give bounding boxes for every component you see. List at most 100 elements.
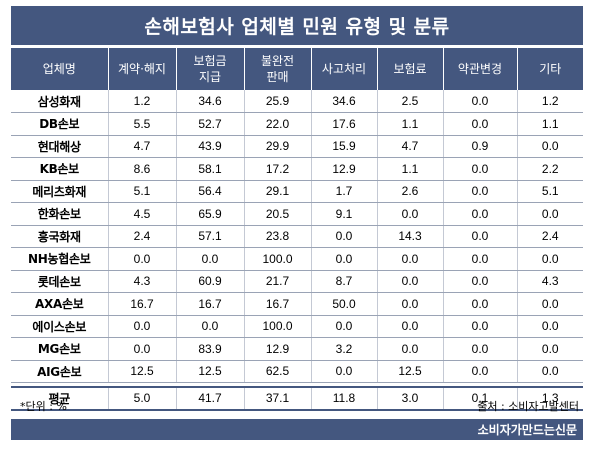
value-cell: 0.0 bbox=[443, 157, 518, 181]
separator-cell bbox=[11, 382, 583, 388]
value-cell: 0.0 bbox=[517, 202, 583, 226]
value-cell: 2.2 bbox=[517, 157, 583, 181]
value-cell: 5.1 bbox=[108, 180, 177, 203]
value-cell: 12.9 bbox=[244, 337, 312, 361]
value-cell: 58.1 bbox=[176, 157, 245, 181]
table-row: 흥국화재 2.4 57.1 23.8 0.0 14.3 0.0 2.4 bbox=[11, 225, 583, 248]
company-name-cell: 삼성화재 bbox=[11, 90, 109, 113]
value-cell: 3.0 bbox=[377, 386, 444, 411]
value-cell: 12.5 bbox=[377, 360, 444, 383]
publisher-footer: 소비자가만드는신문 bbox=[11, 419, 583, 440]
value-cell: 0.0 bbox=[108, 337, 177, 361]
value-cell: 16.7 bbox=[176, 292, 245, 316]
value-cell: 29.9 bbox=[244, 135, 312, 158]
value-cell: 0.0 bbox=[377, 202, 444, 226]
value-cell: 0.0 bbox=[311, 360, 378, 383]
value-cell: 0.0 bbox=[377, 315, 444, 338]
value-cell: 4.5 bbox=[108, 202, 177, 226]
value-cell: 0.0 bbox=[108, 315, 177, 338]
value-cell: 0.1 bbox=[443, 386, 518, 411]
table-row: NH농협손보 0.0 0.0 100.0 0.0 0.0 0.0 0.0 bbox=[11, 247, 583, 271]
value-cell: 0.0 bbox=[443, 180, 518, 203]
value-cell: 29.1 bbox=[244, 180, 312, 203]
value-cell: 62.5 bbox=[244, 360, 312, 383]
column-header-line: 사고처리 bbox=[321, 62, 367, 76]
value-cell: 34.6 bbox=[176, 90, 245, 113]
value-cell: 0.0 bbox=[517, 292, 583, 316]
value-cell: 0.0 bbox=[443, 315, 518, 338]
column-header-line: 기타 bbox=[539, 62, 562, 76]
value-cell: 2.4 bbox=[108, 225, 177, 248]
table-row: KB손보 8.6 58.1 17.2 12.9 1.1 0.0 2.2 bbox=[11, 157, 583, 181]
table-row: MG손보 0.0 83.9 12.9 3.2 0.0 0.0 0.0 bbox=[11, 337, 583, 361]
value-cell: 0.0 bbox=[311, 247, 378, 271]
value-cell: 0.0 bbox=[443, 360, 518, 383]
table-row: 에이스손보 0.0 0.0 100.0 0.0 0.0 0.0 0.0 bbox=[11, 315, 583, 338]
value-cell: 15.9 bbox=[311, 135, 378, 158]
value-cell: 5.5 bbox=[108, 112, 177, 136]
table-row: 한화손보 4.5 65.9 20.5 9.1 0.0 0.0 0.0 bbox=[11, 202, 583, 226]
company-name-cell: 한화손보 bbox=[11, 202, 109, 226]
value-cell: 2.6 bbox=[377, 180, 444, 203]
value-cell: 1.1 bbox=[517, 112, 583, 136]
value-cell: 1.2 bbox=[517, 90, 583, 113]
value-cell: 0.0 bbox=[377, 247, 444, 271]
value-cell: 4.3 bbox=[108, 270, 177, 293]
value-cell: 0.0 bbox=[443, 112, 518, 136]
column-header: 기타 bbox=[517, 48, 583, 90]
value-cell: 56.4 bbox=[176, 180, 245, 203]
column-header: 업체명 bbox=[11, 48, 109, 90]
value-cell: 25.9 bbox=[244, 90, 312, 113]
value-cell: 43.9 bbox=[176, 135, 245, 158]
source-note: 출처 : 소비자고발센터 bbox=[477, 400, 579, 413]
value-cell: 0.0 bbox=[443, 337, 518, 361]
value-cell: 17.2 bbox=[244, 157, 312, 181]
value-cell: 12.5 bbox=[176, 360, 245, 383]
value-cell: 0.0 bbox=[443, 202, 518, 226]
company-name-cell: 롯데손보 bbox=[11, 270, 109, 293]
value-cell: 60.9 bbox=[176, 270, 245, 293]
average-separator bbox=[11, 382, 583, 388]
value-cell: 12.9 bbox=[311, 157, 378, 181]
table-row: 삼성화재 1.2 34.6 25.9 34.6 2.5 0.0 1.2 bbox=[11, 90, 583, 113]
column-header: 약관변경 bbox=[443, 48, 518, 90]
value-cell: 0.0 bbox=[517, 315, 583, 338]
company-name-cell: 현대해상 bbox=[11, 135, 109, 158]
column-header-line: 업체명 bbox=[42, 62, 76, 76]
column-header-line: 약관변경 bbox=[457, 62, 503, 76]
value-cell: 0.0 bbox=[517, 337, 583, 361]
company-name-cell: AXA손보 bbox=[11, 292, 109, 316]
value-cell: 0.0 bbox=[176, 315, 245, 338]
company-name-cell: 메리츠화재 bbox=[11, 180, 109, 203]
value-cell: 5.0 bbox=[108, 386, 177, 411]
value-cell: 3.2 bbox=[311, 337, 378, 361]
column-header: 계약·해지 bbox=[108, 48, 177, 90]
column-header-line: 판매 bbox=[266, 70, 289, 84]
company-name-cell: MG손보 bbox=[11, 337, 109, 361]
table-row: 현대해상 4.7 43.9 29.9 15.9 4.7 0.9 0.0 bbox=[11, 135, 583, 158]
value-cell: 0.0 bbox=[443, 247, 518, 271]
value-cell: 65.9 bbox=[176, 202, 245, 226]
column-header-line: 불완전 bbox=[260, 54, 295, 68]
value-cell: 0.0 bbox=[108, 247, 177, 271]
table-row: 메리츠화재 5.1 56.4 29.1 1.7 2.6 0.0 5.1 bbox=[11, 180, 583, 203]
table-body: 삼성화재 1.2 34.6 25.9 34.6 2.5 0.0 1.2 DB손보 5.5 52.7 2… bbox=[11, 90, 583, 411]
value-cell: 8.7 bbox=[311, 270, 378, 293]
value-cell: 4.3 bbox=[517, 270, 583, 293]
value-cell: 52.7 bbox=[176, 112, 245, 136]
value-cell: 9.1 bbox=[311, 202, 378, 226]
table-row: 롯데손보 4.3 60.9 21.7 8.7 0.0 0.0 4.3 bbox=[11, 270, 583, 293]
value-cell: 0.0 bbox=[311, 225, 378, 248]
column-header: 보험료 bbox=[377, 48, 444, 90]
company-name-cell: KB손보 bbox=[11, 157, 109, 181]
company-name-cell: NH농협손보 bbox=[11, 247, 109, 271]
value-cell: 0.0 bbox=[311, 315, 378, 338]
value-cell: 57.1 bbox=[176, 225, 245, 248]
value-cell: 8.6 bbox=[108, 157, 177, 181]
value-cell: 37.1 bbox=[244, 386, 312, 411]
table-row: DB손보 5.5 52.7 22.0 17.6 1.1 0.0 1.1 bbox=[11, 112, 583, 136]
column-header: 보험금 지급 bbox=[176, 48, 245, 90]
company-name-cell: 에이스손보 bbox=[11, 315, 109, 338]
value-cell: 0.0 bbox=[377, 270, 444, 293]
